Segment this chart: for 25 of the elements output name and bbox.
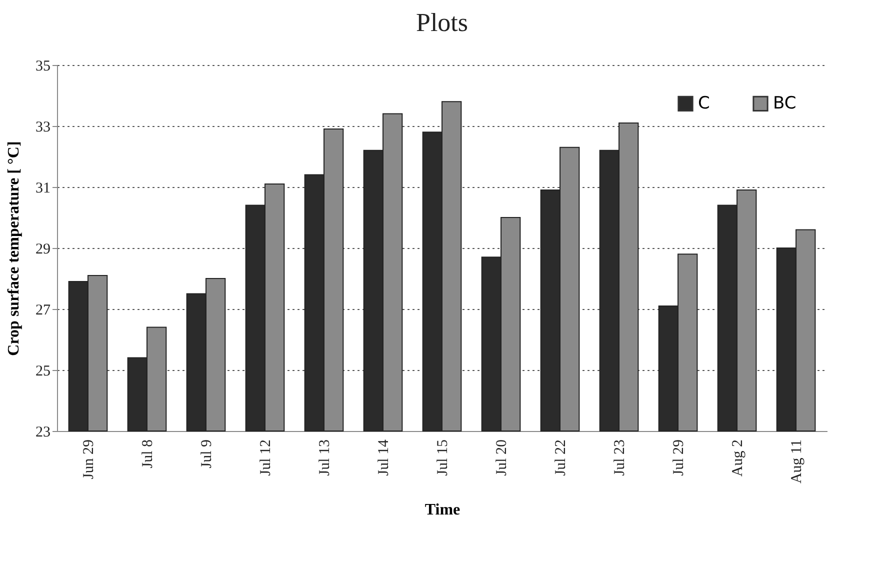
y-tick-label: 25 <box>36 364 50 380</box>
x-tick-label: Jul 14 <box>376 439 392 476</box>
x-tick-label: Aug 2 <box>730 440 746 477</box>
x-tick-label: Jul 29 <box>671 440 688 476</box>
x-tick-label: Jul 15 <box>435 440 451 476</box>
x-axis-title: Time <box>424 502 460 519</box>
y-tick-label: 29 <box>36 242 50 258</box>
x-tick-label: Jul 8 <box>140 440 156 468</box>
x-tick-label: Jul 20 <box>494 440 510 476</box>
y-tick-label: 31 <box>36 180 50 196</box>
x-tick-label: Jul 23 <box>612 440 628 476</box>
legend-label: C <box>698 94 710 114</box>
y-tick-label: 35 <box>36 58 50 74</box>
x-tick-label: Jul 13 <box>316 440 333 476</box>
x-tick-label: Jun 29 <box>80 440 97 480</box>
y-tick-label: 23 <box>36 424 50 440</box>
y-axis-title: Crop surface temperature [ °C] <box>6 141 22 356</box>
x-tick-label: Aug 11 <box>789 440 806 484</box>
chart-title: Plots <box>416 8 468 37</box>
legend-label: BC <box>773 94 796 114</box>
x-tick-label: Jul 12 <box>258 440 274 476</box>
y-tick-label: 33 <box>36 120 50 136</box>
x-tick-label: Jul 22 <box>553 440 570 476</box>
y-tick-label: 27 <box>36 302 51 318</box>
x-tick-label: Jul 9 <box>198 440 215 468</box>
